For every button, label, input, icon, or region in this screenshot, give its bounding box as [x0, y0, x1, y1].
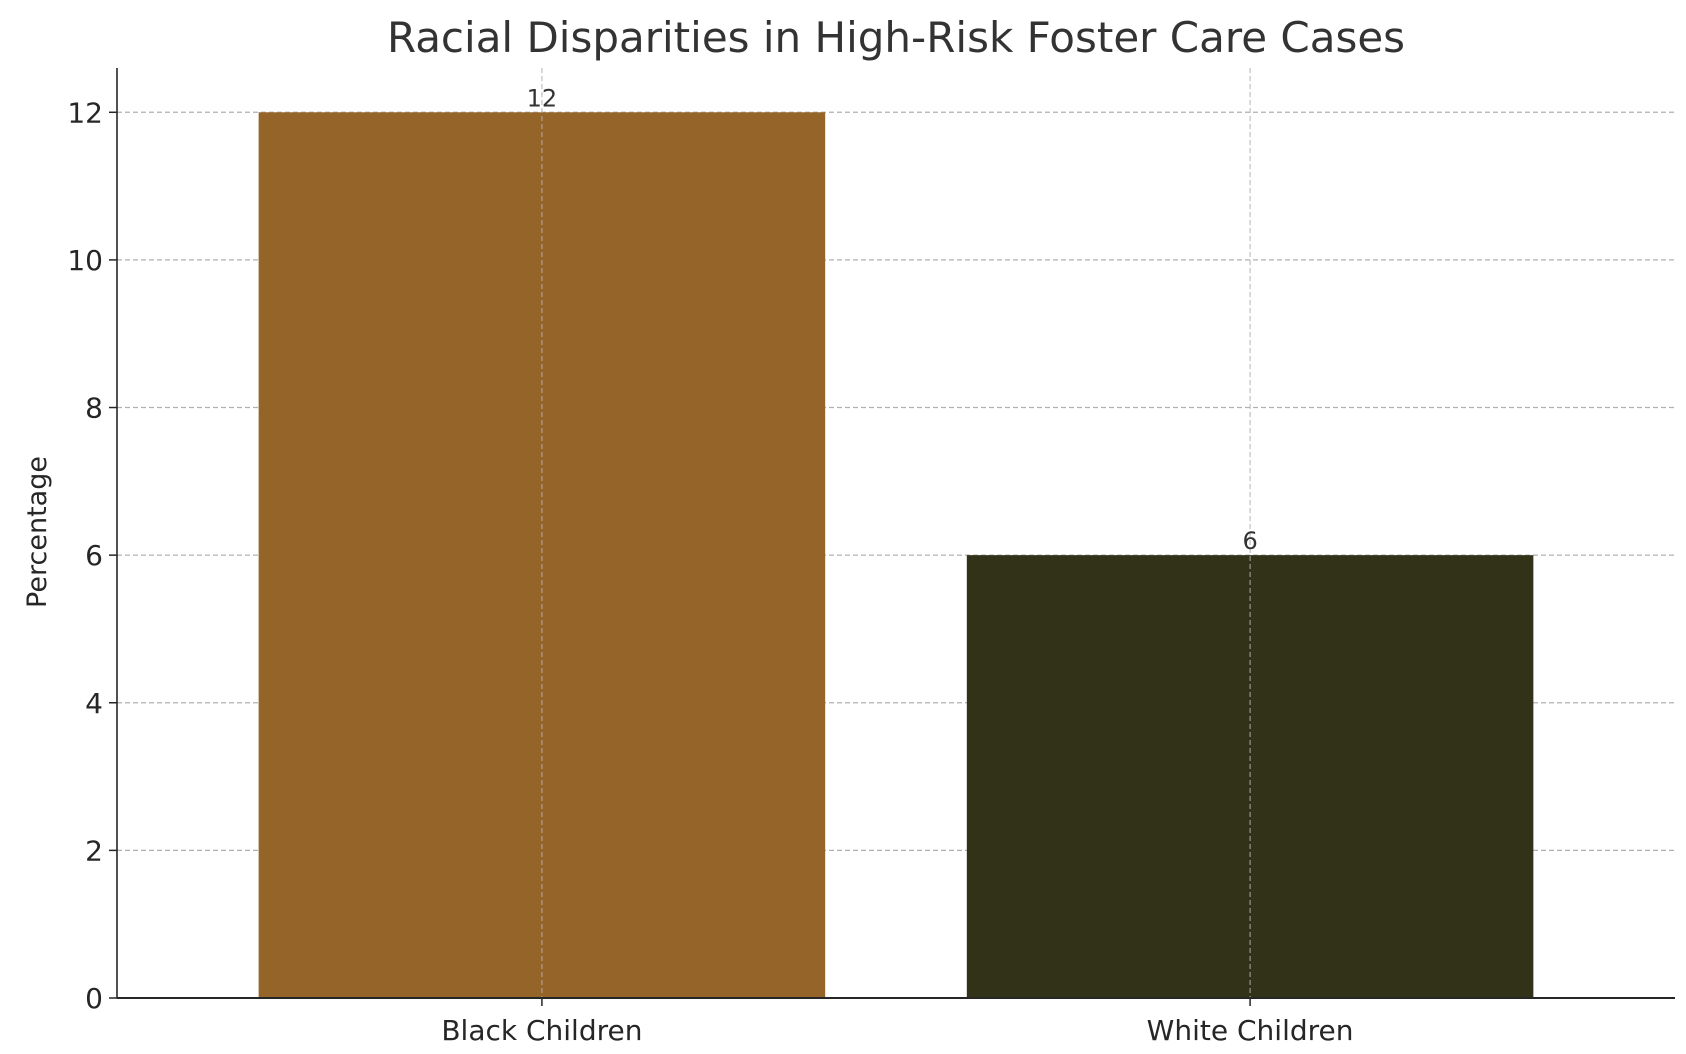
data-label: 12 [527, 84, 558, 112]
y-tick-label: 12 [67, 96, 103, 129]
y-tick-label: 4 [85, 687, 103, 720]
y-tick-label: 10 [67, 244, 103, 277]
y-tick-label: 8 [85, 392, 103, 425]
axes [109, 68, 1675, 1006]
y-tick-label: 2 [85, 834, 103, 867]
y-tick-label: 6 [85, 539, 103, 572]
labels: 0 2 4 6 8 10 12 Black Children 12 White Children 6 [67, 84, 1353, 1047]
y-tick-label: 0 [85, 982, 103, 1015]
x-tick-label: White Children [1147, 1014, 1354, 1047]
chart-title: Racial Disparities in High-Risk Foster C… [387, 13, 1405, 62]
bar-black-children [258, 112, 826, 999]
y-axis-label: Percentage [22, 456, 53, 608]
vertical-grid [541, 68, 1251, 998]
x-tick-label: Black Children [441, 1014, 642, 1047]
data-label: 6 [1242, 527, 1257, 555]
